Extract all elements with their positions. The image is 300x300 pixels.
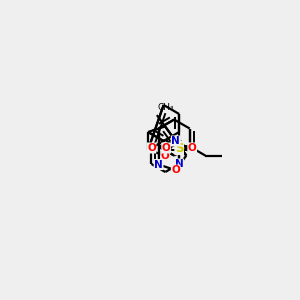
Text: O: O	[188, 143, 197, 153]
Text: CH₃: CH₃	[158, 103, 175, 112]
Text: O: O	[161, 151, 170, 160]
Text: N: N	[175, 159, 184, 169]
Text: N: N	[154, 160, 163, 170]
Text: O: O	[162, 143, 171, 153]
Text: O: O	[171, 165, 180, 175]
Text: N: N	[171, 136, 180, 146]
Text: O: O	[147, 143, 156, 153]
Text: S: S	[175, 142, 183, 154]
